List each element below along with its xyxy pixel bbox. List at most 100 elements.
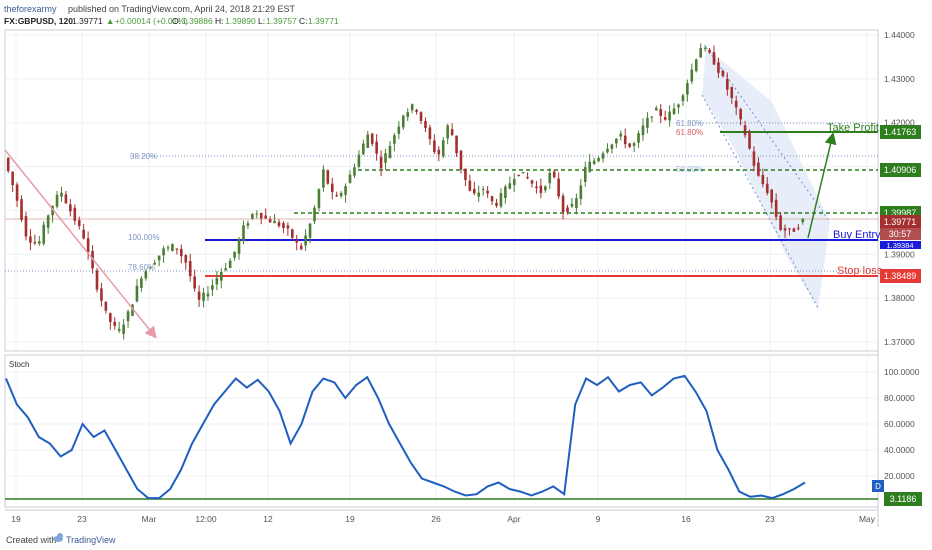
candle-body bbox=[20, 199, 23, 221]
candle-body bbox=[299, 245, 303, 250]
candle-body bbox=[619, 133, 623, 137]
candle-body bbox=[406, 112, 410, 117]
candle-body bbox=[628, 143, 631, 147]
candle-body bbox=[508, 183, 512, 189]
candle-body bbox=[726, 78, 729, 90]
stoch-axis: 100.0000 80.0000 60.0000 40.0000 20.0000 bbox=[884, 367, 920, 481]
candle-body bbox=[761, 174, 765, 185]
candle-body bbox=[366, 134, 370, 148]
candle-body bbox=[171, 243, 174, 251]
candle-body bbox=[419, 112, 423, 121]
candle-body bbox=[180, 248, 183, 257]
candle-body bbox=[69, 204, 72, 212]
candle-body bbox=[583, 167, 587, 182]
candle-body bbox=[215, 278, 219, 285]
stop-loss-label: Stop loss bbox=[837, 265, 883, 277]
header-ohlc: O: 1.39886 H: 1.39890 L: 1.39757 C: 1.39… bbox=[172, 16, 339, 26]
time-tick-label: 23 bbox=[765, 514, 775, 524]
candle-body bbox=[517, 174, 520, 176]
stoch-line bbox=[5, 374, 806, 500]
candle-body bbox=[557, 178, 560, 197]
candle-body bbox=[401, 115, 405, 128]
candle-body bbox=[109, 313, 112, 322]
candle-body bbox=[357, 154, 361, 167]
candle-body bbox=[797, 227, 800, 229]
candle-body bbox=[29, 236, 32, 243]
candle-body bbox=[308, 223, 312, 238]
time-tick-label: 19 bbox=[345, 514, 355, 524]
candle-body bbox=[792, 228, 796, 232]
author-text[interactable]: theforexarmy bbox=[4, 4, 57, 14]
candle-body bbox=[765, 183, 769, 194]
price-tick-label: 1.37000 bbox=[884, 337, 915, 347]
tradingview-brand[interactable]: TradingView bbox=[66, 535, 116, 545]
candle-body bbox=[11, 171, 14, 186]
created-with-text: Created with bbox=[6, 535, 57, 545]
candle-body bbox=[375, 141, 378, 154]
take-profit-label: Take Profit bbox=[827, 122, 879, 134]
ohlc-h: 1.39890 bbox=[225, 16, 256, 26]
time-axis: 19 23 Mar 12:00 12 19 26 Apr 9 16 23 May bbox=[11, 514, 876, 524]
candle-body bbox=[428, 127, 432, 140]
candle-body bbox=[82, 229, 85, 239]
up-triangle-icon: ▲ bbox=[106, 16, 114, 26]
stoch-badge[interactable]: D bbox=[872, 480, 884, 492]
candle-body bbox=[721, 70, 725, 77]
last-price-tag: 1.39771 30:57 bbox=[880, 215, 921, 240]
stoch-pane-frame bbox=[4, 354, 879, 508]
candle-body bbox=[233, 251, 236, 258]
time-tick-label: 19 bbox=[11, 514, 21, 524]
candle-body bbox=[197, 291, 201, 300]
candle-body bbox=[242, 225, 245, 242]
candle-body bbox=[175, 248, 179, 250]
candle-body bbox=[304, 235, 307, 246]
candle-body bbox=[33, 242, 37, 244]
candle-body bbox=[246, 223, 250, 226]
candle-body bbox=[615, 138, 618, 144]
candle-body bbox=[473, 189, 476, 194]
candle-body bbox=[521, 172, 525, 174]
candle-body bbox=[486, 190, 489, 194]
candle-body bbox=[410, 104, 414, 111]
candle-body bbox=[663, 117, 667, 120]
candle-body bbox=[552, 171, 556, 178]
candle-body bbox=[637, 133, 640, 143]
candle-body bbox=[601, 153, 605, 159]
header-last: 1.39771 bbox=[72, 16, 103, 26]
candle-body bbox=[144, 271, 148, 279]
candles bbox=[6, 43, 805, 340]
candle-body bbox=[384, 153, 387, 163]
header-change: +0.00014 (+0.01%) bbox=[115, 16, 188, 26]
time-tick-label: 12 bbox=[263, 514, 273, 524]
candle-body bbox=[730, 87, 734, 99]
candle-body bbox=[113, 321, 117, 326]
candle-body bbox=[51, 205, 54, 216]
level-tag-tp-text: 1.41763 bbox=[884, 127, 917, 137]
candle-body bbox=[24, 216, 28, 237]
candle-body bbox=[712, 51, 716, 65]
candle-body bbox=[131, 304, 134, 316]
candle-body bbox=[499, 193, 503, 207]
level-tag-r1-text: 1.40906 bbox=[884, 165, 917, 175]
time-tick-label: 26 bbox=[431, 514, 441, 524]
candle-body bbox=[757, 162, 760, 176]
stoch-badge-text: D bbox=[875, 482, 881, 491]
candle-body bbox=[148, 267, 152, 269]
candle-body bbox=[330, 183, 334, 193]
candle-body bbox=[122, 324, 125, 334]
candle-body bbox=[699, 48, 702, 58]
candle-body bbox=[477, 192, 481, 197]
candle-body bbox=[100, 288, 103, 301]
candle-body bbox=[481, 189, 485, 191]
candle-body bbox=[251, 213, 254, 219]
candle-body bbox=[703, 47, 707, 49]
candle-body bbox=[339, 192, 343, 197]
stoch-tick-label: 60.0000 bbox=[884, 419, 915, 429]
fib-label-382: 38.20% bbox=[130, 152, 157, 161]
candle-body bbox=[55, 194, 59, 207]
candle-body bbox=[748, 131, 751, 149]
level-tag-entry-text: 1.39384 bbox=[886, 241, 913, 250]
level-tag-tp: 1.41763 bbox=[880, 125, 921, 139]
candle-body bbox=[539, 185, 543, 193]
